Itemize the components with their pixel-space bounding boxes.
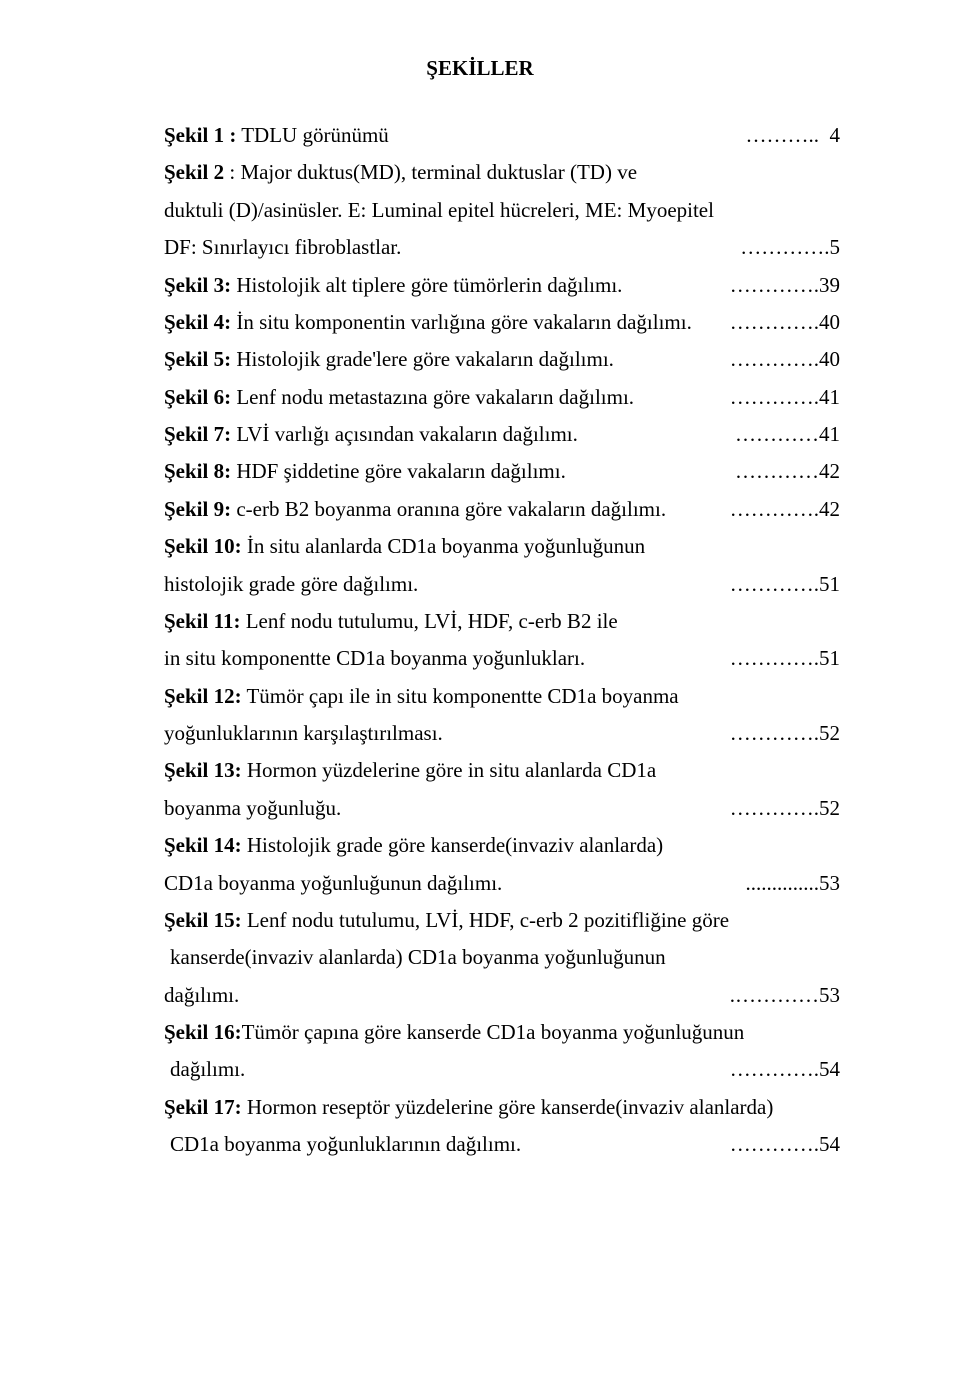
entry-label: Şekil 6: bbox=[164, 385, 231, 409]
entry-page: ………….51 bbox=[722, 566, 840, 603]
entry-page: ………….42 bbox=[722, 491, 840, 528]
entry-text: Tümör çapına göre kanserde CD1a boyanma … bbox=[242, 1020, 745, 1044]
entry-label: Şekil 13: bbox=[164, 758, 242, 782]
entry-label: Şekil 16: bbox=[164, 1020, 242, 1044]
entry-page: ………….52 bbox=[722, 790, 840, 827]
entry-page: ………….54 bbox=[722, 1126, 840, 1163]
list-item: Şekil 10: İn situ alanlarda CD1a boyanma… bbox=[164, 528, 840, 565]
entry-text-cont: in situ komponentte CD1a boyanma yoğunlu… bbox=[164, 640, 840, 677]
entry-page: ………….40 bbox=[722, 341, 840, 378]
entry-text: Hormon yüzdelerine göre in situ alanlard… bbox=[242, 758, 657, 782]
entry-label: Şekil 9: bbox=[164, 497, 231, 521]
entry-page: ………….40 bbox=[722, 304, 840, 341]
entry-page: ………….39 bbox=[722, 267, 840, 304]
list-item: Şekil 3: Histolojik alt tiplere göre tüm… bbox=[164, 267, 840, 304]
entry-label: Şekil 10: bbox=[164, 534, 242, 558]
list-item: Şekil 5: Histolojik grade'lere göre vaka… bbox=[164, 341, 840, 378]
entry-text: Lenf nodu tutulumu, LVİ, HDF, c-erb 2 po… bbox=[242, 908, 729, 932]
entry-label: Şekil 1 : bbox=[164, 123, 236, 147]
entry-text-cont: DF: Sınırlayıcı fibroblastlar. ………….5 bbox=[164, 229, 840, 266]
entry-text: İn situ alanlarda CD1a boyanma yoğunluğu… bbox=[242, 534, 646, 558]
list-item: Şekil 13: Hormon yüzdelerine göre in sit… bbox=[164, 752, 840, 789]
entry-text: Lenf nodu metastazına göre vakaların dağ… bbox=[231, 385, 634, 409]
entry-text: LVİ varlığı açısından vakaların dağılımı… bbox=[231, 422, 578, 446]
entry-text: Lenf nodu tutulumu, LVİ, HDF, c-erb B2 i… bbox=[240, 609, 617, 633]
entry-text-cont: boyanma yoğunluğu. ………….52 bbox=[164, 790, 840, 827]
entry-text: Histolojik grade göre kanserde(invaziv a… bbox=[242, 833, 664, 857]
list-item: Şekil 8: HDF şiddetine göre vakaların da… bbox=[164, 453, 840, 490]
entry-text-cont: CD1a boyanma yoğunluğunun dağılımı. ....… bbox=[164, 865, 840, 902]
list-item: Şekil 2 : Major duktus(MD), terminal duk… bbox=[164, 154, 840, 191]
entry-page: ………….41 bbox=[722, 379, 840, 416]
list-item: Şekil 15: Lenf nodu tutulumu, LVİ, HDF, … bbox=[164, 902, 840, 939]
entry-label: Şekil 11: bbox=[164, 609, 240, 633]
entry-text: Histolojik alt tiplere göre tümörlerin d… bbox=[231, 273, 622, 297]
list-item: Şekil 12: Tümör çapı ile in situ kompone… bbox=[164, 678, 840, 715]
entry-page: …………41 bbox=[727, 416, 840, 453]
entry-page: ..............53 bbox=[738, 865, 841, 902]
entry-text: TDLU görünümü bbox=[236, 123, 388, 147]
entry-page: ……….. 4 bbox=[738, 117, 841, 154]
entry-text: c-erb B2 boyanma oranına göre vakaların … bbox=[231, 497, 666, 521]
entry-label: Şekil 15: bbox=[164, 908, 242, 932]
list-item: Şekil 4: İn situ komponentin varlığına g… bbox=[164, 304, 840, 341]
entry-label: Şekil 14: bbox=[164, 833, 242, 857]
list-item: Şekil 14: Histolojik grade göre kanserde… bbox=[164, 827, 840, 864]
entry-page: ………….52 bbox=[722, 715, 840, 752]
entry-label: Şekil 12: bbox=[164, 684, 242, 708]
entry-text: Histolojik grade'lere göre vakaların dağ… bbox=[231, 347, 614, 371]
entry-page: …………42 bbox=[727, 453, 840, 490]
entry-label: Şekil 2 bbox=[164, 160, 224, 184]
entry-text-cont: yoğunluklarının karşılaştırılması. ………….… bbox=[164, 715, 840, 752]
entry-text-cont: kanserde(invaziv alanlarda) CD1a boyanma… bbox=[164, 939, 840, 976]
entry-label: Şekil 7: bbox=[164, 422, 231, 446]
entry-text: Hormon reseptör yüzdelerine göre kanserd… bbox=[242, 1095, 774, 1119]
entry-page: .…………53 bbox=[722, 977, 840, 1014]
entry-text-cont: histolojik grade göre dağılımı. ………….51 bbox=[164, 566, 840, 603]
entry-label: Şekil 17: bbox=[164, 1095, 242, 1119]
entry-page: ………….54 bbox=[722, 1051, 840, 1088]
page-title: ŞEKİLLER bbox=[120, 56, 840, 81]
entry-text: HDF şiddetine göre vakaların dağılımı. bbox=[231, 459, 566, 483]
entry-text-cont: CD1a boyanma yoğunluklarının dağılımı. …… bbox=[164, 1126, 840, 1163]
entry-label: Şekil 5: bbox=[164, 347, 231, 371]
entry-text-cont: dağılımı. ………….54 bbox=[164, 1051, 840, 1088]
list-item: Şekil 1 : TDLU görünümü ……….. 4 bbox=[164, 117, 840, 154]
list-item: Şekil 17: Hormon reseptör yüzdelerine gö… bbox=[164, 1089, 840, 1126]
entry-text: : Major duktus(MD), terminal duktuslar (… bbox=[224, 160, 637, 184]
entry-page: ………….5 bbox=[732, 229, 840, 266]
list-item: Şekil 16:Tümör çapına göre kanserde CD1a… bbox=[164, 1014, 840, 1051]
entry-text-cont: duktuli (D)/asinüsler. E: Luminal epitel… bbox=[164, 192, 840, 229]
entry-label: Şekil 8: bbox=[164, 459, 231, 483]
list-item: Şekil 7: LVİ varlığı açısından vakaların… bbox=[164, 416, 840, 453]
entry-text: İn situ komponentin varlığına göre vakal… bbox=[231, 310, 692, 334]
list-item: Şekil 9: c-erb B2 boyanma oranına göre v… bbox=[164, 491, 840, 528]
entry-label: Şekil 3: bbox=[164, 273, 231, 297]
entry-text: Tümör çapı ile in situ komponentte CD1a … bbox=[242, 684, 679, 708]
entry-text-cont: dağılımı. .…………53 bbox=[164, 977, 840, 1014]
list-item: Şekil 11: Lenf nodu tutulumu, LVİ, HDF, … bbox=[164, 603, 840, 640]
entry-label: Şekil 4: bbox=[164, 310, 231, 334]
list-item: Şekil 6: Lenf nodu metastazına göre vaka… bbox=[164, 379, 840, 416]
entry-page: ………….51 bbox=[722, 640, 840, 677]
